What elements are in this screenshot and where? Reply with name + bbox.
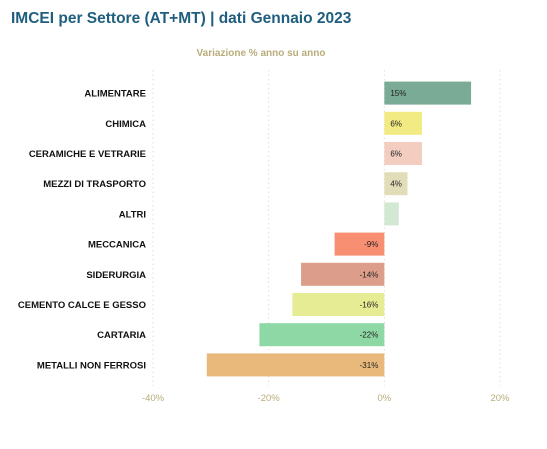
data-label: -14% (360, 270, 379, 279)
category-label: CERAMICHE E VETRARIE (29, 149, 146, 160)
grid-lines (152, 70, 501, 386)
data-label: 6% (390, 119, 402, 128)
x-tick-label: 20% (490, 393, 510, 404)
category-label: ALTRI (119, 209, 146, 220)
category-labels: ALIMENTARE CHIMICA CERAMICHE E VETRARIE MEZ… (18, 89, 146, 372)
bar (384, 172, 408, 196)
bar (259, 323, 385, 347)
bar (384, 142, 422, 165)
category-label: METALLI NON FERROSI (37, 360, 146, 371)
data-label: -31% (360, 361, 379, 370)
bars (206, 81, 472, 377)
chart-title: IMCEI per Settore (AT+MT) | dati Gennaio… (11, 10, 352, 27)
bar (384, 111, 422, 135)
x-tick-label: -20% (258, 393, 281, 404)
data-label: -9% (364, 240, 378, 249)
x-axis-ticks: -40% -20% 0% 20% (142, 393, 510, 404)
data-label: -22% (360, 331, 379, 340)
x-tick-label: 0% (377, 393, 391, 404)
category-label: CARTARIA (97, 330, 146, 341)
data-label: -16% (360, 301, 379, 310)
chart-subtitle: Variazione % anno su anno (197, 48, 326, 59)
category-label: MECCANICA (88, 240, 146, 251)
data-label: 15% (390, 89, 406, 98)
bar (384, 81, 472, 105)
category-label: MEZZI DI TRASPORTO (43, 179, 146, 190)
bar (384, 202, 399, 226)
bar (334, 232, 385, 256)
category-label: CHIMICA (105, 119, 146, 130)
data-label: 6% (390, 150, 402, 159)
bar (206, 353, 385, 377)
data-labels: 15% 6% 6% 4% -9% -14% -16% -22% -31% (360, 89, 407, 370)
data-label: 4% (390, 180, 402, 189)
category-label: CEMENTO CALCE E GESSO (18, 300, 146, 311)
category-label: SIDERURGIA (86, 270, 146, 281)
category-label: ALIMENTARE (84, 89, 146, 100)
x-tick-label: -40% (142, 393, 165, 404)
bar (292, 293, 385, 316)
bar (301, 262, 385, 286)
